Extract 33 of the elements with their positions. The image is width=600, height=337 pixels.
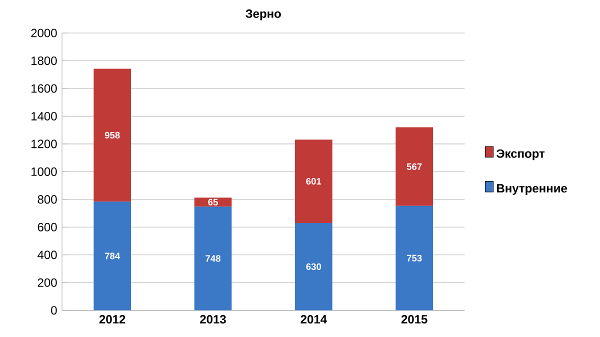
- data-label: 958: [104, 132, 120, 138]
- y-tick-label: 1000: [32, 167, 57, 176]
- y-tick-label: 800: [38, 195, 57, 204]
- bar: [294, 140, 332, 223]
- x-tick-label: 2013: [200, 315, 226, 324]
- data-label: 601: [306, 178, 322, 185]
- y-tick-label: 1600: [32, 84, 57, 93]
- x-tick-label: 2014: [300, 315, 327, 324]
- bar: [396, 127, 433, 206]
- y-tick-label: 1200: [32, 140, 57, 148]
- y-tick-label: 1800: [32, 56, 57, 65]
- y-tick-label: 400: [38, 250, 57, 260]
- data-label: 567: [406, 163, 422, 170]
- bar: [94, 68, 131, 202]
- legend-label: Внутренние: [497, 184, 567, 195]
- data-label: 65: [208, 198, 218, 206]
- x-tick-label: 2015: [401, 315, 428, 324]
- data-label: 748: [206, 255, 220, 262]
- y-tick-label: 2000: [31, 28, 57, 38]
- bar: [194, 206, 232, 310]
- y-tick-label: 1400: [32, 112, 57, 120]
- data-label: 630: [306, 263, 322, 270]
- chart-title: Зерно: [246, 9, 281, 20]
- y-tick-label: 0: [51, 306, 57, 315]
- data-label: 784: [104, 252, 120, 260]
- y-tick-label: 200: [38, 278, 57, 287]
- data-label: 753: [406, 254, 422, 262]
- y-tick-label: 600: [38, 222, 57, 232]
- legend-label: Экспорт: [496, 149, 545, 160]
- bar: [94, 202, 131, 310]
- x-tick-label: 2012: [99, 315, 126, 324]
- bar: [294, 222, 332, 310]
- bar: [396, 206, 433, 310]
